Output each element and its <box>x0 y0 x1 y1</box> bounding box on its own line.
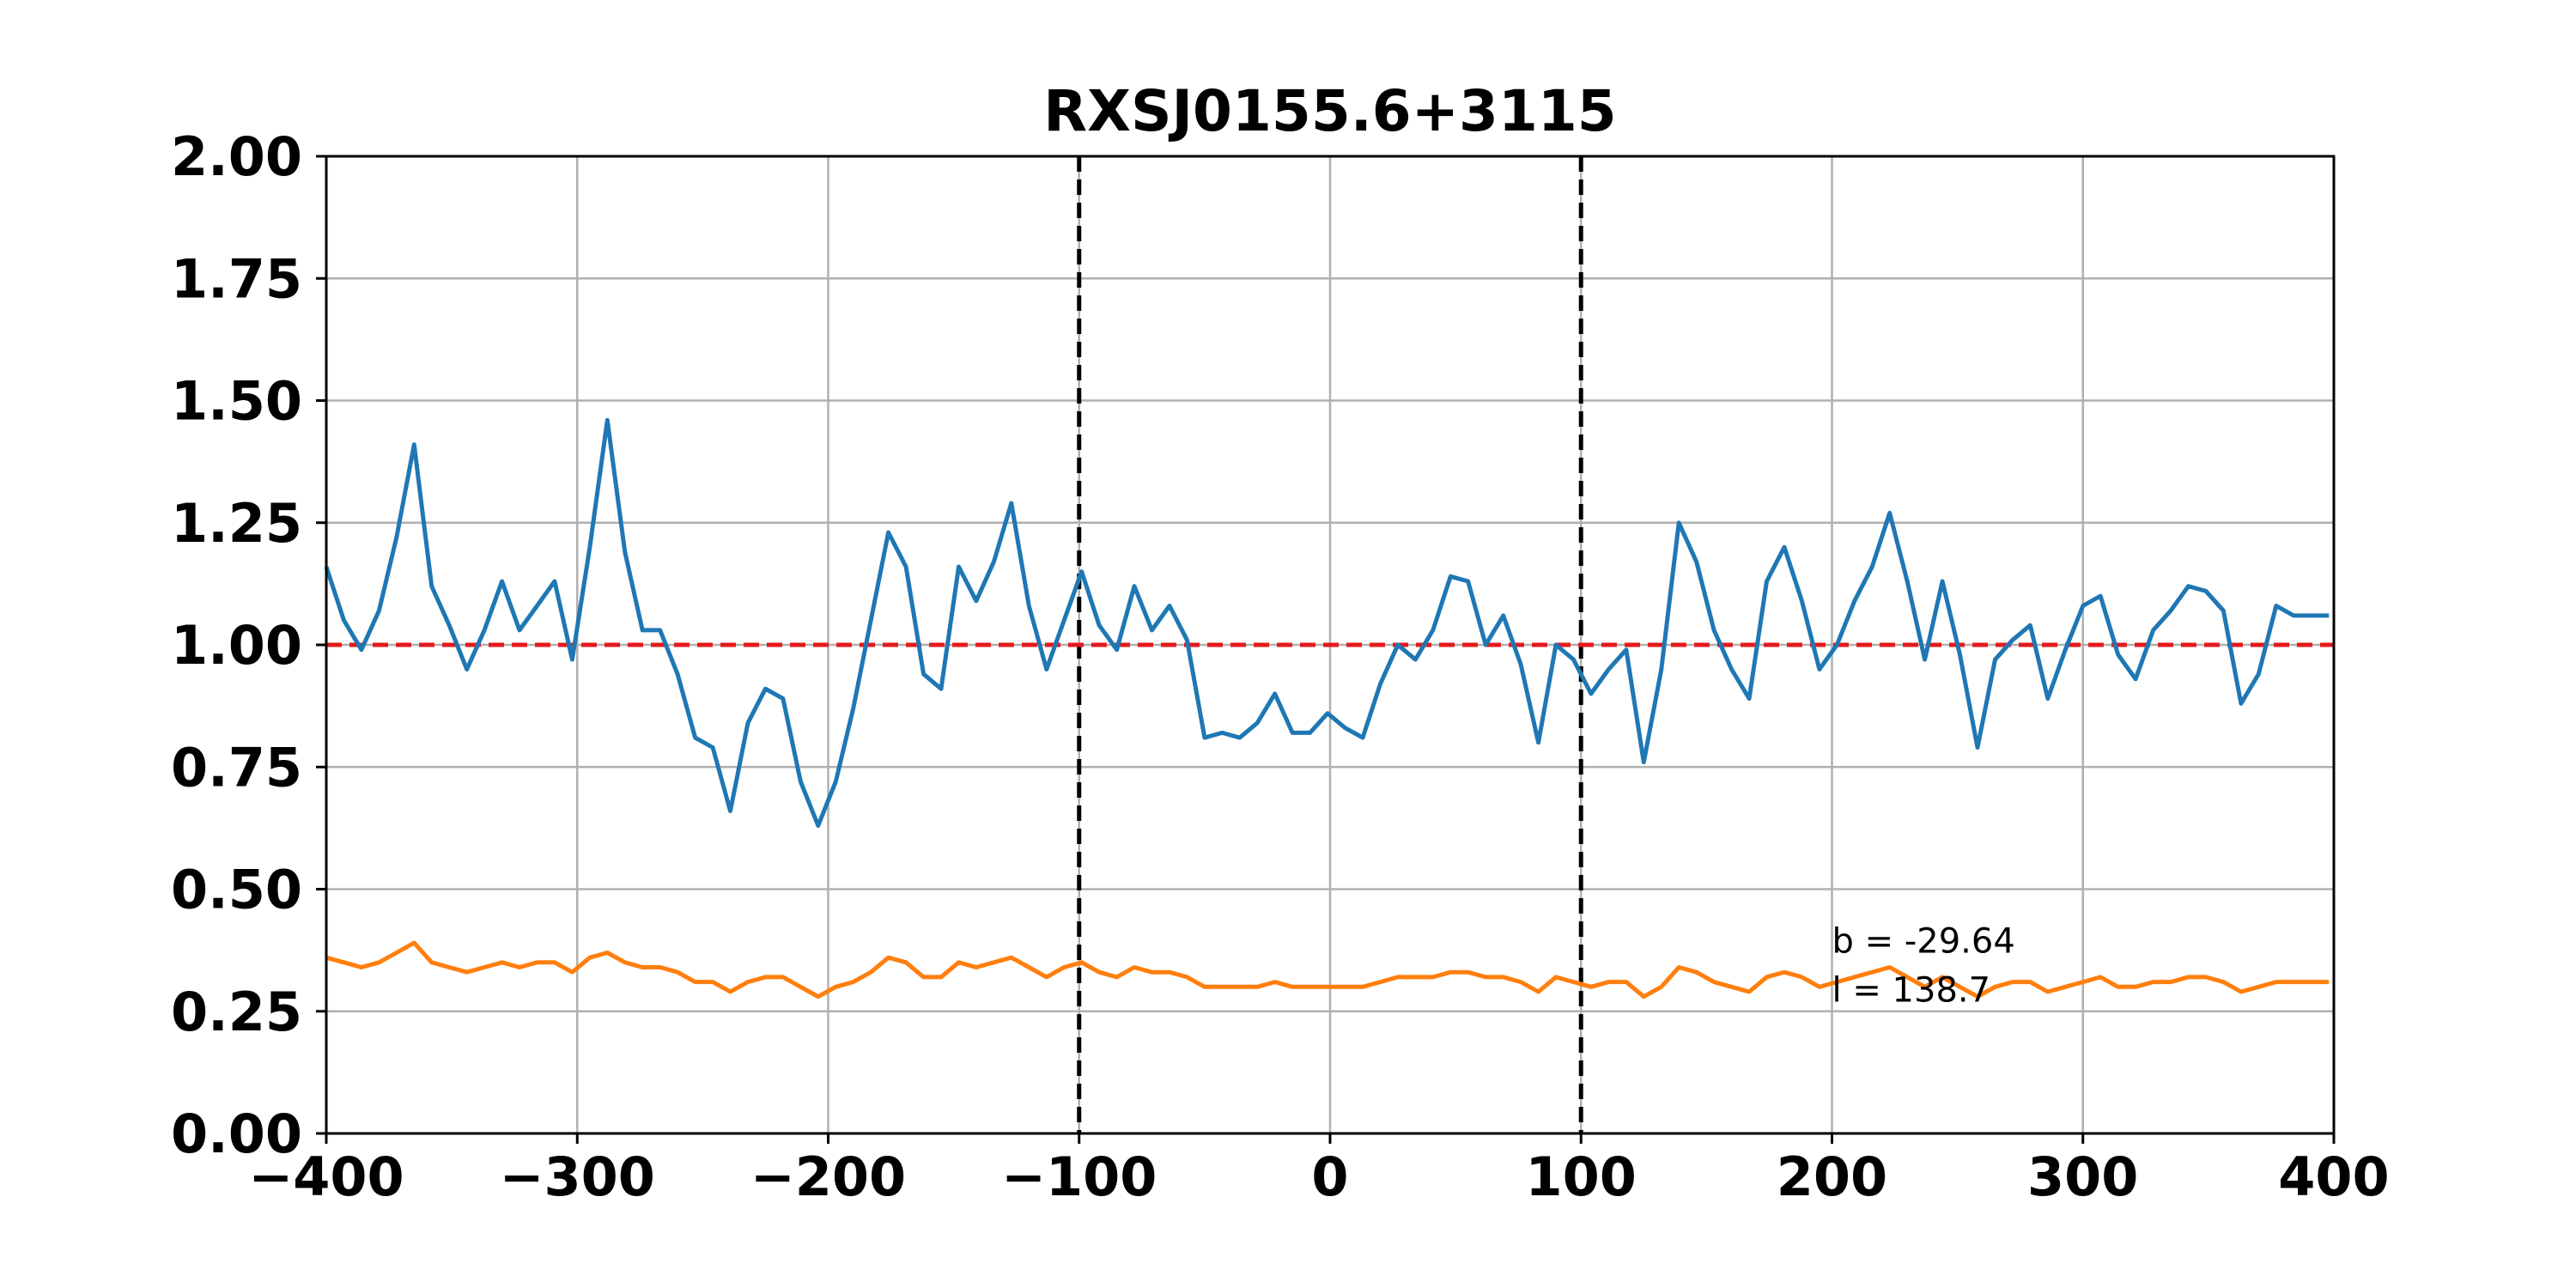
annotation-text: b = -29.64 <box>1832 921 2015 961</box>
y-tick-label: 2.00 <box>171 125 302 188</box>
y-tick-label: 1.75 <box>171 247 302 310</box>
y-tick-label: 0.75 <box>171 736 302 799</box>
x-tick-label: 300 <box>2027 1145 2138 1208</box>
annotations: b = -29.64 l = 138.7 <box>1832 921 2015 1010</box>
x-tick-label: 0 <box>1311 1145 1348 1208</box>
y-tick-label: 0.00 <box>171 1103 302 1165</box>
x-tick-label: 400 <box>2278 1145 2389 1208</box>
y-tick-label: 1.00 <box>171 614 302 677</box>
y-tick-label: 1.25 <box>171 492 302 555</box>
x-tick-label: 100 <box>1526 1145 1637 1208</box>
y-tick-label: 1.50 <box>171 370 302 433</box>
series-line-1 <box>324 417 2330 828</box>
chart-title: RXSJ0155.6+3115 <box>1043 78 1616 144</box>
x-tick-label: 200 <box>1777 1145 1887 1208</box>
x-tick-label: −400 <box>248 1145 404 1208</box>
annotation-text: l = 138.7 <box>1832 970 1991 1010</box>
axis-ticks: −400 −300 −200 −100 0 100 200 300 400 0.00 0.25 0.5… <box>171 125 2390 1208</box>
x-tick-label: −200 <box>750 1145 906 1208</box>
series-line-2 <box>325 940 2330 999</box>
series-lines <box>324 417 2330 999</box>
x-tick-label: −100 <box>1001 1145 1157 1208</box>
y-tick-label: 0.50 <box>171 859 302 921</box>
reference-lines <box>326 156 2334 1133</box>
x-tick-label: −300 <box>500 1145 655 1208</box>
y-tick-label: 0.25 <box>171 981 302 1043</box>
